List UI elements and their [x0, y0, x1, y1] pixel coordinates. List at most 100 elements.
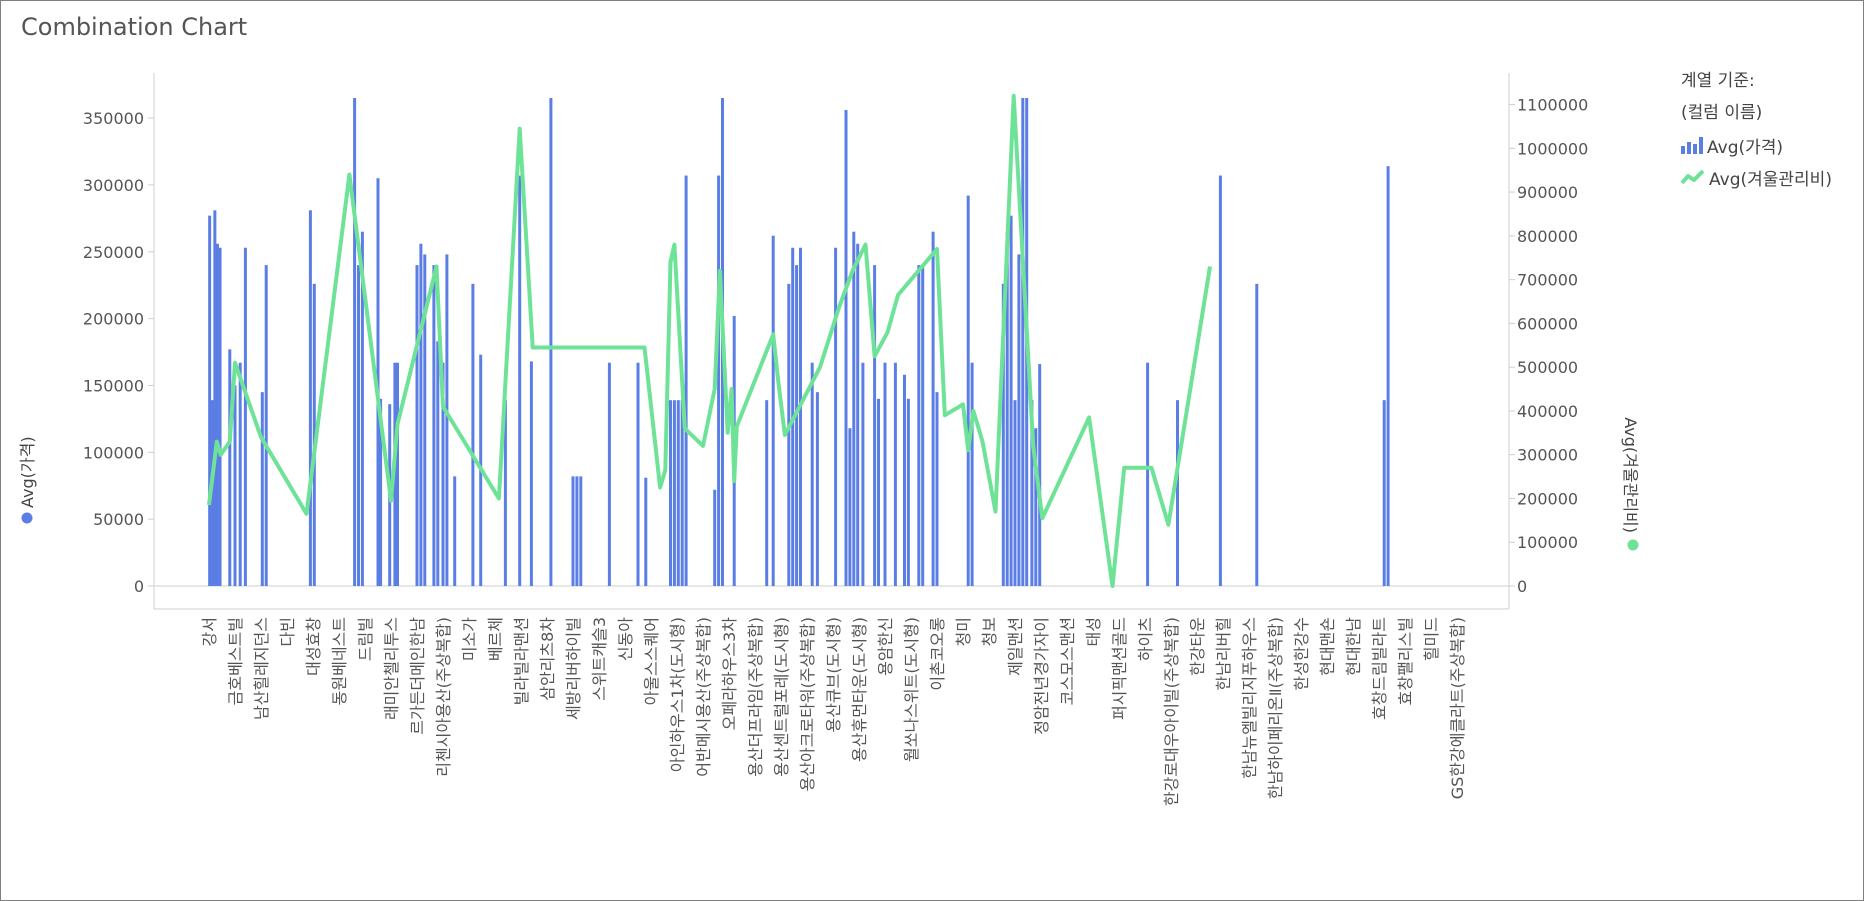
bar [1001, 283, 1005, 586]
left-tick-label: 50000 [93, 510, 144, 529]
x-tick-label: 강서 [200, 617, 219, 646]
bar [717, 175, 721, 586]
bar [815, 392, 819, 586]
legend: 계열 기준: (컬럼 이름) Avg(가격) Avg(겨울관리비) [1681, 65, 1861, 193]
bar [848, 428, 852, 586]
bar [1009, 215, 1013, 587]
legend-label-price: Avg(가격) [1707, 137, 1784, 158]
bar [893, 362, 897, 586]
bar [844, 110, 848, 587]
bar [419, 243, 423, 586]
bar [676, 400, 680, 586]
x-tick-label: 남산힐레지던스 [252, 617, 271, 720]
bar [1038, 364, 1042, 586]
x-tick-label: 한남리버힐 [1214, 617, 1233, 691]
bar [238, 362, 242, 586]
bar [1005, 231, 1009, 587]
x-tick-label: 래미안첼리투스 [382, 617, 401, 720]
x-tick-label: 베르체 [486, 617, 505, 661]
x-tick-label: 현대맨숀 [1318, 617, 1337, 676]
bar [852, 231, 856, 587]
x-tick-label: 용산아크로타워(주상복합) [798, 617, 817, 791]
x-tick-label: 르가든더메인한남 [408, 617, 427, 735]
x-tick-label: 한강로대우아이빌(주상복합) [1162, 617, 1181, 806]
x-tick-label: 용산큐브(도시형) [824, 617, 843, 733]
bar-series [208, 98, 1390, 587]
bar [1255, 283, 1259, 586]
bar [436, 341, 440, 586]
bar [260, 392, 264, 586]
x-tick-label: 정암전년경가자이 [1032, 617, 1051, 735]
x-tick-label: 용산센트럴포레(도시형) [772, 617, 791, 777]
bar [1386, 166, 1390, 587]
right-tick-label: 1000000 [1517, 139, 1588, 158]
left-tick-label: 300000 [83, 176, 144, 195]
bar [861, 362, 865, 586]
bar [669, 400, 672, 586]
x-tick-label: 대성효창 [304, 617, 323, 676]
bar [445, 254, 449, 586]
x-tick-label: 효창팰리스빌 [1396, 617, 1415, 705]
bar [228, 349, 232, 586]
bar [415, 265, 419, 586]
x-tick-label: 효창드림빌라트 [1370, 617, 1389, 720]
bar [423, 254, 427, 586]
x-tick-label: 청보 [980, 617, 999, 646]
left-tick-label: 350000 [83, 109, 144, 128]
bar [672, 400, 676, 586]
legend-title-line1: 계열 기준: [1681, 71, 1755, 91]
x-tick-label: 드림빌 [356, 617, 375, 661]
x-tick-label: 삼안리츠8차 [538, 617, 557, 701]
bar [917, 265, 921, 586]
x-tick-label: 용암한신 [876, 617, 895, 676]
legend-item-winter-fee[interactable]: Avg(겨울관리비) [1681, 161, 1861, 193]
bar [607, 362, 611, 586]
bar [1176, 400, 1179, 586]
x-tick-label: 아인하우스1차(도시형) [668, 617, 687, 772]
bar [579, 476, 583, 586]
right-tick-label: 100000 [1517, 533, 1578, 552]
x-tick-label: 금호베스트빌 [226, 617, 245, 705]
left-tick-label: 100000 [83, 443, 144, 462]
bar [644, 477, 648, 586]
bar [453, 476, 457, 586]
right-axis-label: Avg(겨울관리비) [1621, 417, 1640, 533]
right-tick-label: 0 [1517, 577, 1527, 596]
right-tick-label: 800000 [1517, 227, 1578, 246]
legend-item-price[interactable]: Avg(가격) [1681, 129, 1861, 161]
bar [903, 374, 906, 586]
bar [771, 235, 775, 586]
bar [571, 476, 575, 586]
bar [883, 362, 887, 586]
bar [208, 215, 212, 587]
bar [218, 247, 222, 586]
x-tick-label: 리첸시아용산(주상복합) [434, 617, 453, 777]
bar [1218, 175, 1222, 586]
x-tick-label: 하이츠 [1136, 617, 1155, 661]
bar [906, 398, 910, 586]
bar [795, 265, 799, 586]
right-tick-label: 700000 [1517, 271, 1578, 290]
bar [432, 265, 436, 586]
x-tick-label: 빌라빌라맨션 [512, 617, 531, 705]
bar [549, 98, 553, 586]
right-tick-label: 900000 [1517, 183, 1578, 202]
bar [1017, 254, 1021, 586]
x-tick-label: 청미 [954, 617, 973, 646]
x-tick-label: 어반메시용산(주상복합) [694, 617, 713, 777]
bar [1146, 362, 1150, 586]
bar [518, 175, 522, 586]
bar [810, 362, 814, 586]
right-axis-series-dot [1627, 539, 1639, 551]
x-tick-label: 현대한남 [1344, 617, 1363, 676]
bar [877, 398, 880, 586]
bar [680, 400, 684, 586]
bar [215, 243, 219, 586]
right-y-axis-ticks: 0 100000 200000 300000 400000 500000 600000 700… [1509, 96, 1588, 596]
bar [357, 265, 360, 586]
bar [713, 489, 717, 586]
bar [931, 231, 935, 587]
x-tick-label: 한성한강수 [1292, 617, 1311, 691]
bar [529, 361, 533, 586]
